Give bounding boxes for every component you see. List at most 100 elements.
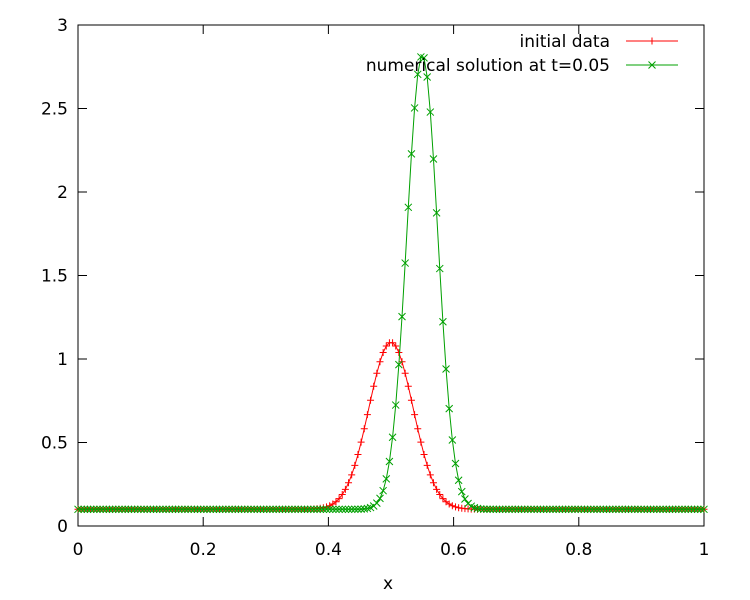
data-point (373, 369, 381, 377)
data-point (389, 339, 397, 347)
data-point (379, 349, 387, 357)
data-point (615, 505, 623, 514)
legend-marker (648, 61, 656, 69)
data-point (212, 505, 221, 514)
data-point (681, 505, 689, 514)
data-point (143, 505, 152, 514)
data-point (571, 505, 579, 514)
data-point (177, 505, 186, 514)
data-point (634, 505, 642, 514)
data-point (413, 70, 422, 79)
data-point (171, 505, 180, 514)
data-point (137, 505, 145, 514)
data-point (199, 505, 208, 514)
data-point (348, 471, 356, 479)
y-tick-label: 0.5 (41, 434, 68, 454)
data-point (602, 505, 611, 514)
data-point (627, 505, 636, 514)
data-point (564, 505, 573, 514)
data-point (187, 505, 196, 514)
data-point (461, 495, 469, 503)
data-point (407, 150, 416, 158)
data-point (354, 505, 362, 514)
data-point (561, 505, 570, 514)
data-point (291, 505, 299, 514)
data-point (341, 485, 349, 493)
data-point (486, 505, 494, 514)
data-point (203, 505, 211, 514)
data-point (332, 505, 340, 514)
x-tick-label: 0.8 (565, 540, 592, 560)
data-point (674, 505, 683, 514)
data-point (605, 505, 614, 514)
x-tick-label: 0.2 (190, 540, 217, 560)
data-point (347, 505, 356, 514)
data-point (338, 491, 346, 499)
data-point (121, 505, 130, 514)
data-point (395, 349, 403, 357)
y-tick-label: 3 (57, 16, 68, 36)
data-point (624, 505, 633, 514)
data-point (133, 505, 142, 514)
data-point (590, 505, 598, 514)
series-line (78, 56, 704, 510)
data-point (168, 505, 177, 514)
data-point (580, 505, 589, 514)
data-point (310, 505, 318, 514)
data-point (96, 505, 104, 514)
data-point (439, 317, 447, 326)
data-point (690, 505, 699, 514)
x-tick-label: 0 (73, 540, 84, 560)
data-point (382, 342, 390, 350)
data-point (350, 505, 359, 514)
y-tick-label: 1 (57, 350, 68, 370)
data-point (546, 505, 554, 514)
data-point (700, 505, 708, 514)
data-point (115, 505, 123, 514)
data-point (376, 494, 384, 503)
data-point (237, 505, 246, 514)
data-point (256, 505, 265, 514)
data-point (250, 505, 259, 514)
legend-label: numerical solution at t=0.05 (366, 56, 610, 76)
data-point (281, 505, 290, 514)
data-point (414, 425, 422, 433)
x-axis: 0 0.2 0.4 0.6 0.8 1 (73, 25, 710, 560)
data-point (511, 505, 520, 514)
data-point (643, 505, 652, 514)
data-point (162, 505, 170, 514)
data-point (436, 491, 444, 499)
data-point (508, 505, 516, 514)
data-point (665, 505, 674, 514)
data-point (652, 505, 661, 514)
data-point (190, 505, 199, 514)
data-point (593, 505, 601, 514)
y-tick-label: 1.5 (41, 267, 68, 287)
data-point (272, 505, 281, 514)
data-point (646, 505, 655, 514)
data-point (470, 503, 479, 512)
data-point (429, 155, 438, 163)
data-point (536, 505, 545, 514)
series-layer (74, 53, 708, 514)
data-point (549, 505, 557, 514)
data-point (574, 505, 583, 514)
data-point (253, 505, 262, 514)
data-point (354, 450, 362, 458)
x-tick-label: 1 (699, 540, 710, 560)
data-point (89, 505, 98, 514)
data-point (322, 505, 331, 514)
data-point (297, 505, 306, 514)
data-point (127, 505, 136, 514)
data-point (401, 369, 409, 377)
data-point (596, 505, 605, 514)
data-point (568, 505, 576, 514)
data-point (328, 505, 337, 514)
data-point (303, 505, 312, 514)
data-point (370, 382, 378, 390)
data-point (344, 505, 353, 514)
data-point (498, 505, 507, 514)
data-point (149, 505, 158, 514)
y-tick-label: 2 (57, 183, 68, 203)
